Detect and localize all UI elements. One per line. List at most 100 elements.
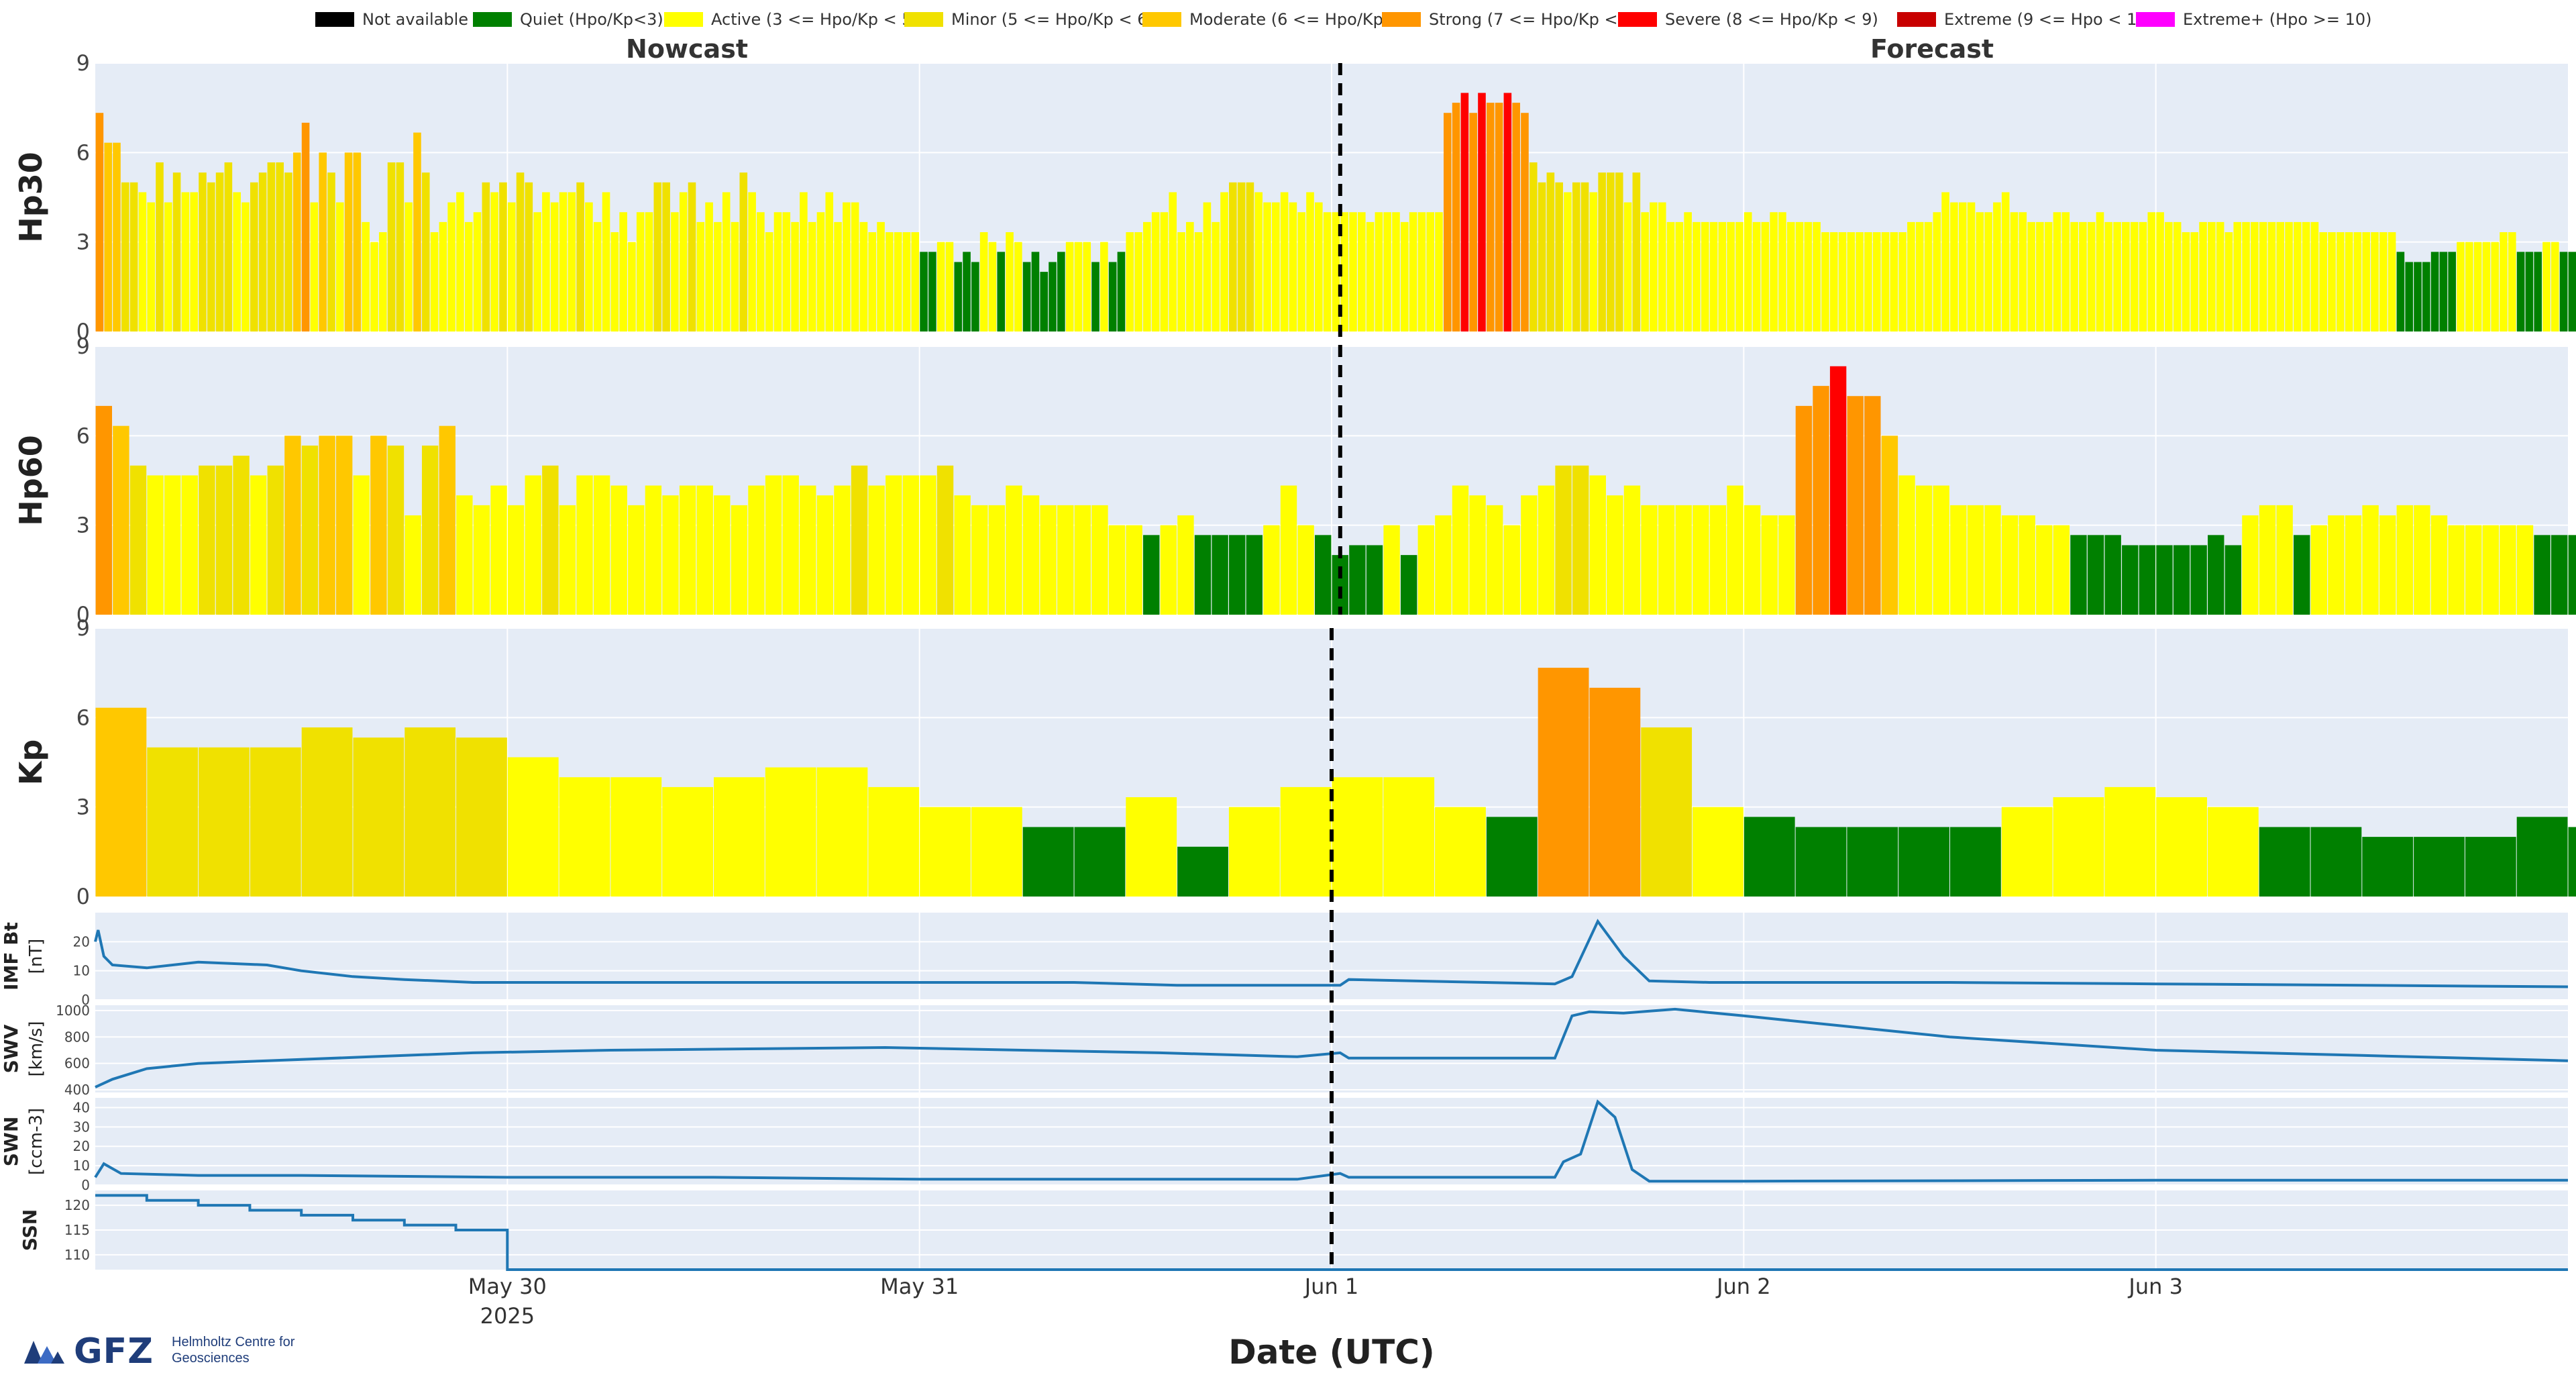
bar bbox=[96, 708, 147, 897]
bar bbox=[757, 212, 765, 332]
bar bbox=[1710, 222, 1718, 332]
bar bbox=[147, 475, 163, 615]
bar bbox=[2294, 535, 2310, 615]
bar bbox=[971, 807, 1022, 897]
bar bbox=[2362, 837, 2413, 897]
bar bbox=[2045, 222, 2053, 332]
bar bbox=[834, 222, 842, 332]
bar bbox=[1984, 212, 1992, 332]
bar bbox=[2448, 252, 2456, 332]
bar bbox=[2465, 242, 2473, 332]
bar bbox=[2225, 232, 2233, 332]
bar bbox=[1744, 817, 1795, 897]
bar bbox=[2311, 827, 2362, 897]
bar bbox=[1744, 212, 1752, 332]
bar bbox=[2474, 242, 2482, 332]
legend-label: Severe (8 <= Hpo/Kp < 9) bbox=[1665, 10, 1878, 29]
bar bbox=[2088, 535, 2104, 615]
bar bbox=[2113, 222, 2121, 332]
bar bbox=[559, 505, 576, 615]
bar bbox=[680, 486, 696, 615]
bar bbox=[1006, 232, 1014, 332]
bar bbox=[336, 436, 352, 615]
bar bbox=[2500, 232, 2508, 332]
bar bbox=[1289, 203, 1297, 332]
bar bbox=[765, 475, 782, 615]
bar bbox=[2070, 222, 2078, 332]
bar bbox=[2345, 232, 2353, 332]
y-tick-label: 600 bbox=[64, 1056, 90, 1072]
bar bbox=[164, 475, 180, 615]
bar bbox=[1315, 203, 1323, 332]
bar bbox=[233, 192, 241, 332]
bar bbox=[1916, 222, 1924, 332]
bar bbox=[1873, 232, 1881, 332]
bar bbox=[594, 222, 602, 332]
bar bbox=[1727, 486, 1743, 615]
bar bbox=[1014, 242, 1022, 332]
bar bbox=[2002, 515, 2018, 615]
bar bbox=[525, 183, 533, 332]
bar bbox=[2379, 515, 2396, 615]
bar bbox=[1521, 113, 1529, 332]
x-tick-label: Jun 2 bbox=[1715, 1274, 1771, 1299]
bar bbox=[2491, 242, 2499, 332]
bar bbox=[2328, 232, 2336, 332]
bar bbox=[370, 242, 378, 332]
y-tick-label: 3 bbox=[76, 795, 90, 820]
bar bbox=[2053, 525, 2070, 615]
bar bbox=[1358, 212, 1366, 332]
bar bbox=[1882, 436, 1898, 615]
bar bbox=[800, 486, 816, 615]
bar bbox=[2569, 827, 2576, 897]
bar bbox=[765, 768, 816, 897]
legend-item: Quiet (Hpo/Kp<3) bbox=[473, 10, 663, 29]
bar bbox=[1281, 787, 1332, 897]
bar bbox=[327, 172, 335, 332]
bar bbox=[1409, 212, 1417, 332]
legend-label: Minor (5 <= Hpo/Kp < 6) bbox=[951, 10, 1154, 29]
bar bbox=[2285, 222, 2293, 332]
bar bbox=[182, 192, 190, 332]
bar bbox=[697, 222, 705, 332]
bar bbox=[851, 203, 859, 332]
bar bbox=[1023, 827, 1074, 897]
legend-label: Strong (7 <= Hpo/Kp < 8) bbox=[1429, 10, 1640, 29]
y-tick-label: 110 bbox=[64, 1247, 90, 1263]
bar bbox=[207, 183, 215, 332]
legend-label: Extreme (9 <= Hpo < 10) bbox=[1944, 10, 2153, 29]
bar bbox=[791, 222, 799, 332]
bar bbox=[104, 143, 112, 332]
bar bbox=[2302, 222, 2310, 332]
bar bbox=[1624, 203, 1632, 332]
bar bbox=[1693, 807, 1743, 897]
legend-swatch bbox=[664, 12, 703, 27]
bar bbox=[508, 203, 516, 332]
legend-swatch bbox=[1142, 12, 1181, 27]
bar bbox=[1229, 535, 1245, 615]
bar bbox=[894, 232, 902, 332]
bar bbox=[362, 222, 370, 332]
bar bbox=[1254, 192, 1263, 332]
bar bbox=[1676, 505, 1692, 615]
bar bbox=[559, 192, 568, 332]
bar bbox=[1023, 262, 1031, 332]
bar bbox=[199, 172, 207, 332]
bar bbox=[1693, 505, 1709, 615]
bar bbox=[302, 446, 318, 615]
bar bbox=[1324, 212, 1332, 332]
bar bbox=[250, 475, 266, 615]
bar bbox=[2354, 232, 2362, 332]
bar bbox=[96, 113, 104, 332]
bar bbox=[353, 737, 404, 897]
bar bbox=[268, 162, 276, 332]
bar bbox=[937, 466, 953, 615]
bar bbox=[508, 505, 524, 615]
bar bbox=[1744, 505, 1760, 615]
bar bbox=[1641, 727, 1692, 897]
bar bbox=[1075, 827, 1126, 897]
bar bbox=[1762, 222, 1770, 332]
bar bbox=[1830, 232, 1838, 332]
bar bbox=[1882, 232, 1890, 332]
bar bbox=[1607, 495, 1623, 615]
